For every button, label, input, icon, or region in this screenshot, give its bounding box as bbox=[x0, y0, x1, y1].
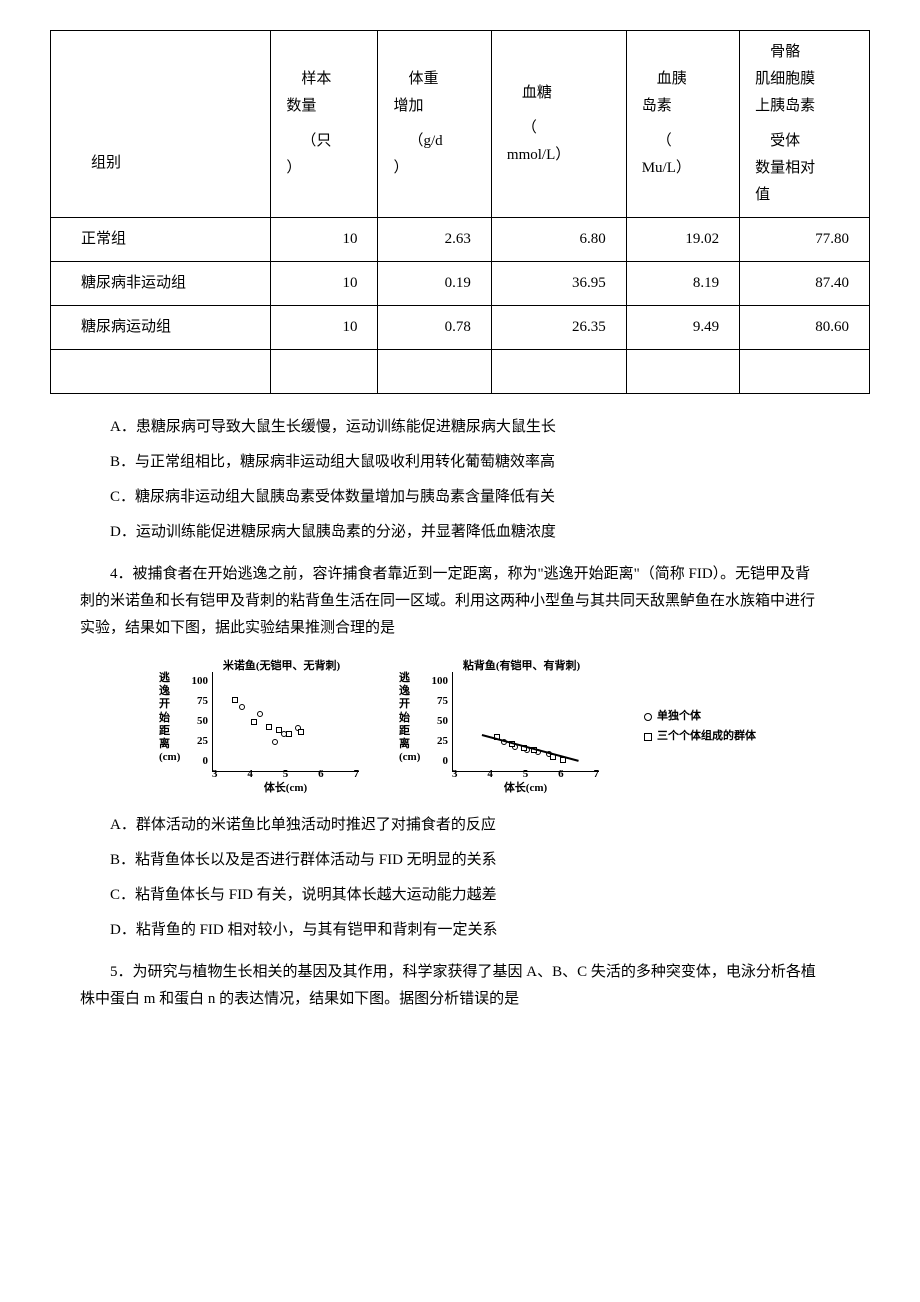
table-row: 糖尿病运动组 10 0.78 26.35 9.49 80.60 bbox=[51, 306, 870, 350]
circle-marker-icon bbox=[644, 713, 652, 721]
col-header-insulin-3: （ bbox=[657, 128, 672, 155]
col-header-glucose-1: 血糖 bbox=[522, 80, 552, 107]
option-3c: C．糖尿病非运动组大鼠胰岛素受体数量增加与胰岛素含量降低有关 bbox=[110, 484, 870, 511]
legend-text-1: 单独个体 bbox=[657, 707, 701, 727]
chart-2-ylabel: 逃逸开始距离(cm) bbox=[399, 672, 413, 764]
col-header-receptor-4: 受体 bbox=[770, 128, 800, 155]
cell-weight: 0.19 bbox=[378, 262, 491, 306]
col-header-group: 组别 bbox=[61, 150, 260, 177]
col-header-weight-1: 体重 bbox=[408, 66, 438, 93]
col-header-insulin-4: Mu/L） bbox=[642, 155, 691, 182]
col-header-receptor-1: 骨骼 bbox=[770, 39, 800, 66]
chart-2-ytick: 75 bbox=[418, 692, 448, 712]
cell-insulin: 9.49 bbox=[626, 306, 739, 350]
option-3a: A．患糖尿病可导致大鼠生长缓慢，运动训练能促进糖尿病大鼠生长 bbox=[110, 414, 870, 441]
chart-1-ytick: 0 bbox=[178, 752, 208, 772]
option-4c: C．粘背鱼体长与 FID 有关，说明其体长越大运动能力越差 bbox=[110, 882, 870, 909]
chart-1: 米诺鱼(无铠甲、无背刺) 逃逸开始距离(cm) 100 75 50 25 0 3… bbox=[164, 657, 364, 797]
table-row: 糖尿病非运动组 10 0.19 36.95 8.19 87.40 bbox=[51, 262, 870, 306]
cell-sample: 10 bbox=[271, 262, 378, 306]
chart-1-ytick: 25 bbox=[178, 732, 208, 752]
cell-insulin: 19.02 bbox=[626, 218, 739, 262]
chart-2-ytick: 25 bbox=[418, 732, 448, 752]
col-header-weight-2: 增加 bbox=[393, 93, 423, 120]
question-4-intro: 4．被捕食者在开始逃逸之前，容许捕食者靠近到一定距离，称为"逃逸开始距离"（简称… bbox=[80, 561, 820, 642]
col-header-sample-3: （只 bbox=[301, 128, 331, 155]
col-header-weight-3: （g/d bbox=[408, 128, 442, 155]
chart-1-ylabel: 逃逸开始距离(cm) bbox=[159, 672, 173, 764]
group-name: 正常组 bbox=[81, 231, 126, 247]
charts-container: 米诺鱼(无铠甲、无背刺) 逃逸开始距离(cm) 100 75 50 25 0 3… bbox=[50, 657, 870, 797]
group-name: 糖尿病运动组 bbox=[81, 319, 171, 335]
square-marker-icon bbox=[644, 733, 652, 741]
col-header-receptor-6: 值 bbox=[755, 182, 770, 209]
cell-sample: 10 bbox=[271, 306, 378, 350]
cell-weight: 0.78 bbox=[378, 306, 491, 350]
col-header-receptor-3: 上胰岛素 bbox=[755, 93, 815, 120]
chart-legend: 单独个体 三个个体组成的群体 bbox=[644, 707, 756, 747]
cell-glucose: 26.35 bbox=[491, 306, 626, 350]
chart-1-ytick: 75 bbox=[178, 692, 208, 712]
legend-text-2: 三个个体组成的群体 bbox=[657, 727, 756, 747]
chart-2-ytick: 50 bbox=[418, 712, 448, 732]
col-header-insulin-2: 岛素 bbox=[642, 93, 672, 120]
chart-2-xlabel: 体长(cm) bbox=[452, 779, 599, 799]
cell-sample: 10 bbox=[271, 218, 378, 262]
chart-1-ytick: 100 bbox=[178, 672, 208, 692]
chart-1-xlabel: 体长(cm) bbox=[212, 779, 359, 799]
col-header-glucose-3: mmol/L） bbox=[507, 142, 570, 169]
cell-receptor: 80.60 bbox=[740, 306, 870, 350]
col-header-sample-4: ） bbox=[286, 155, 301, 182]
table-header-row: 组别 样本 数量 （只 ） 体重 增加 （g/d ） 血糖 （ mmol/L） bbox=[51, 31, 870, 218]
cell-insulin: 8.19 bbox=[626, 262, 739, 306]
chart-1-ytick: 50 bbox=[178, 712, 208, 732]
col-header-glucose-2: （ bbox=[522, 115, 537, 142]
col-header-insulin-1: 血胰 bbox=[657, 66, 687, 93]
option-3b: B．与正常组相比，糖尿病非运动组大鼠吸收利用转化葡萄糖效率高 bbox=[110, 449, 870, 476]
cell-glucose: 36.95 bbox=[491, 262, 626, 306]
chart-2: 粘背鱼(有铠甲、有背刺) 逃逸开始距离(cm) 100 75 50 25 0 3… bbox=[404, 657, 604, 797]
col-header-sample-1: 样本 bbox=[301, 66, 331, 93]
question-5-intro: 5．为研究与植物生长相关的基因及其作用，科学家获得了基因 A、B、C 失活的多种… bbox=[80, 959, 820, 1013]
cell-weight: 2.63 bbox=[378, 218, 491, 262]
option-4a: A．群体活动的米诺鱼比单独活动时推迟了对捕食者的反应 bbox=[110, 812, 870, 839]
option-3d: D．运动训练能促进糖尿病大鼠胰岛素的分泌，并显著降低血糖浓度 bbox=[110, 519, 870, 546]
data-table: 组别 样本 数量 （只 ） 体重 增加 （g/d ） 血糖 （ mmol/L） bbox=[50, 30, 870, 394]
cell-receptor: 87.40 bbox=[740, 262, 870, 306]
chart-2-ytick: 100 bbox=[418, 672, 448, 692]
group-name: 糖尿病非运动组 bbox=[81, 275, 186, 291]
table-row: 正常组 10 2.63 6.80 19.02 77.80 bbox=[51, 218, 870, 262]
chart-2-ytick: 0 bbox=[418, 752, 448, 772]
cell-receptor: 77.80 bbox=[740, 218, 870, 262]
option-4d: D．粘背鱼的 FID 相对较小，与其有铠甲和背刺有一定关系 bbox=[110, 917, 870, 944]
cell-glucose: 6.80 bbox=[491, 218, 626, 262]
option-4b: B．粘背鱼体长以及是否进行群体活动与 FID 无明显的关系 bbox=[110, 847, 870, 874]
col-header-receptor-2: 肌细胞膜 bbox=[755, 66, 815, 93]
col-header-sample-2: 数量 bbox=[286, 93, 316, 120]
table-empty-row bbox=[51, 350, 870, 394]
col-header-weight-4: ） bbox=[393, 155, 408, 182]
col-header-receptor-5: 数量相对 bbox=[755, 155, 815, 182]
